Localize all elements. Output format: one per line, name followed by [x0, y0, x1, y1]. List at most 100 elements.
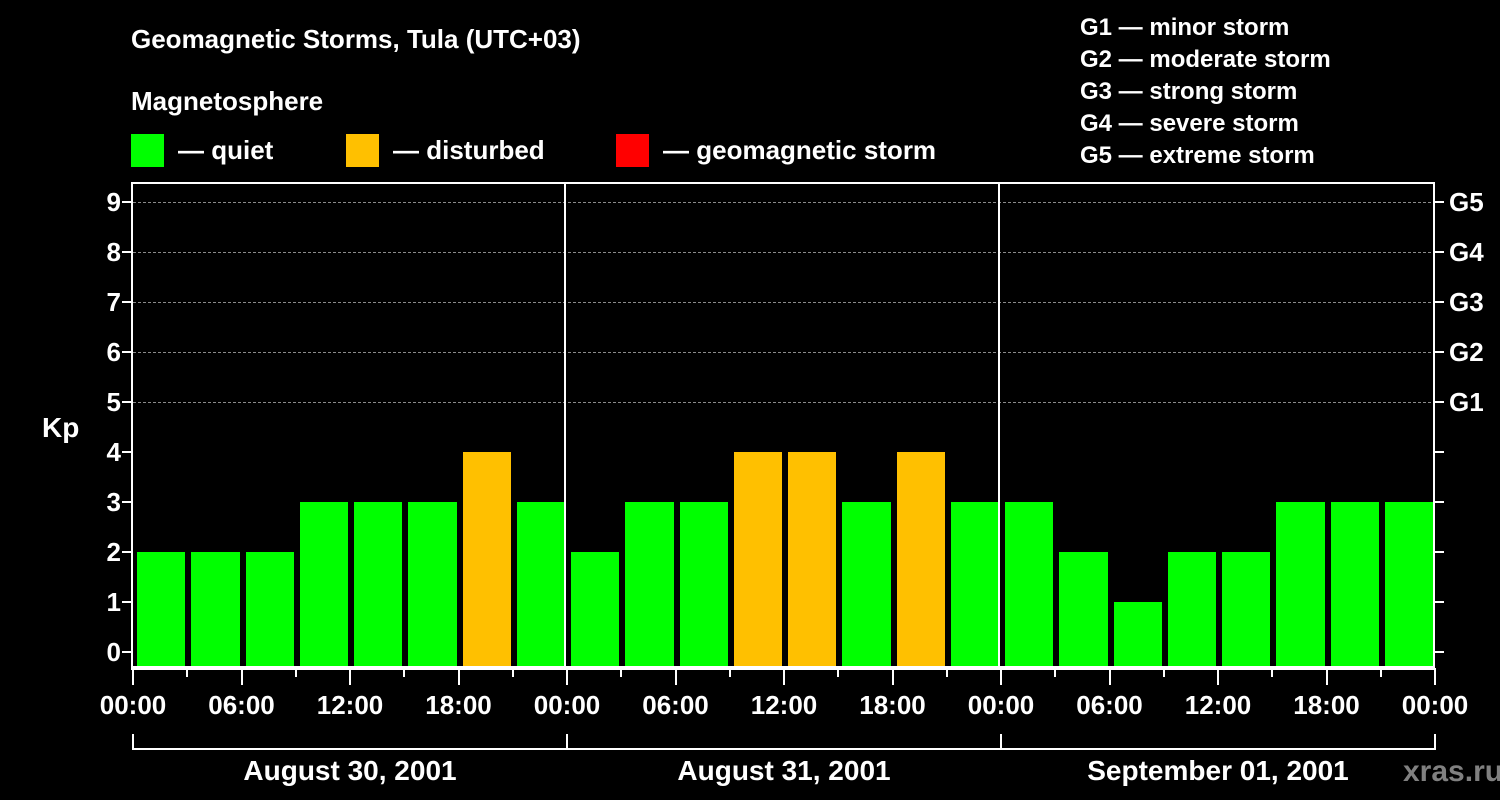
- x-tick-label: 18:00: [425, 690, 492, 720]
- watermark: xras.ru: [1403, 755, 1500, 788]
- y-tick-left: [122, 601, 131, 603]
- date-label: August 31, 2001: [677, 755, 891, 786]
- g-scale-label: G4: [1449, 237, 1484, 267]
- bar-quiet: [571, 552, 620, 668]
- x-tick-major: [1217, 668, 1219, 685]
- y-tick-label: 7: [106, 287, 121, 317]
- x-tick-label: 00:00: [533, 690, 601, 720]
- y-tick-right: [1435, 201, 1444, 203]
- y-tick-right: [1435, 251, 1444, 253]
- x-tick-label: 00:00: [99, 690, 167, 720]
- x-tick-minor: [1379, 668, 1382, 677]
- x-tick-major: [674, 668, 677, 685]
- gridline-8: [133, 252, 1431, 253]
- y-tick-right: [1435, 551, 1444, 553]
- date-bracket-tick: [1434, 734, 1436, 750]
- bar-quiet: [1222, 552, 1271, 668]
- y-tick-label: 5: [106, 387, 121, 417]
- x-tick-minor: [1162, 668, 1165, 677]
- bar-quiet: [1276, 502, 1325, 668]
- x-tick-major: [1000, 668, 1002, 685]
- bar-quiet: [191, 552, 240, 668]
- x-tick-minor: [511, 668, 514, 677]
- bar-quiet: [1330, 502, 1379, 668]
- legend-item-quiet: — quiet: [131, 134, 273, 167]
- x-tick-label: 00:00: [967, 690, 1035, 720]
- storm-scale-g3: G3 — strong storm: [1080, 78, 1298, 105]
- y-tick-label: 2: [106, 537, 121, 567]
- y-tick-label: 6: [106, 337, 121, 367]
- gridline-7: [133, 302, 1431, 303]
- x-tick-minor: [837, 668, 840, 677]
- bar-quiet: [679, 502, 728, 668]
- bar-quiet: [1113, 602, 1162, 668]
- bar-quiet: [950, 502, 999, 668]
- date-bracket-tick: [1000, 734, 1002, 750]
- x-tick-minor: [1054, 668, 1057, 677]
- x-tick-major: [1325, 668, 1328, 685]
- g-scale-label: G2: [1449, 337, 1484, 367]
- x-tick-major: [132, 668, 134, 685]
- day-divider: [998, 182, 1000, 668]
- y-tick-label: 3: [106, 487, 121, 517]
- y-tick-label: 8: [106, 237, 121, 267]
- y-tick-label: 0: [106, 637, 121, 667]
- y-tick-left: [122, 201, 131, 203]
- legend-swatch-storm: [616, 134, 649, 167]
- x-tick-major: [566, 668, 568, 685]
- y-axis-label: Kp: [42, 412, 80, 443]
- bar-quiet: [408, 502, 457, 668]
- x-tick-major: [1434, 668, 1436, 685]
- storm-scale-legend: G1 — minor storm G2 — moderate storm G3 …: [1080, 12, 1331, 172]
- bar-quiet: [516, 502, 565, 668]
- x-tick-major: [457, 668, 460, 685]
- bar-quiet: [1167, 552, 1216, 668]
- x-tick-minor: [403, 668, 406, 677]
- bar-quiet: [1059, 552, 1108, 668]
- y-tick-left: [122, 501, 131, 503]
- y-tick-right: [1435, 501, 1444, 503]
- x-tick-label: 06:00: [1076, 690, 1143, 720]
- y-tick-right: [1435, 301, 1444, 303]
- bar-quiet: [842, 502, 891, 668]
- date-bracket: [1001, 748, 1435, 750]
- chart-title: Geomagnetic Storms, Tula (UTC+03): [131, 24, 581, 54]
- x-tick-major: [349, 668, 351, 685]
- storm-scale-g4: G4 — severe storm: [1080, 110, 1299, 137]
- y-tick-right: [1435, 451, 1444, 453]
- date-bracket: [133, 748, 567, 750]
- storm-scale-g1: G1 — minor storm: [1080, 14, 1290, 41]
- bar-disturbed: [788, 452, 837, 668]
- storm-scale-g2: G2 — moderate storm: [1080, 46, 1331, 73]
- y-tick-left: [122, 451, 131, 453]
- legend-item-storm: — geomagnetic storm: [616, 134, 936, 167]
- x-tick-label: 18:00: [859, 690, 926, 720]
- x-tick-minor: [1271, 668, 1274, 677]
- x-axis-line: [131, 666, 1433, 668]
- x-tick-minor: [294, 668, 297, 677]
- date-bracket: [567, 748, 1001, 750]
- storm-scale-g5: G5 — extreme storm: [1080, 142, 1315, 169]
- y-tick-left: [122, 551, 131, 553]
- bar-quiet: [137, 552, 186, 668]
- bar-quiet: [245, 552, 294, 668]
- bar-quiet: [354, 502, 403, 668]
- date-label: August 30, 2001: [243, 755, 457, 786]
- bar-quiet: [299, 502, 348, 668]
- g-scale-label: G5: [1449, 187, 1484, 217]
- y-tick-left: [122, 651, 131, 653]
- x-tick-major: [783, 668, 785, 685]
- bar-quiet: [625, 502, 674, 668]
- legend-label-disturbed: — disturbed: [393, 135, 545, 165]
- x-tick-minor: [945, 668, 948, 677]
- legend-label-quiet: — quiet: [178, 135, 274, 165]
- x-tick-label: 06:00: [208, 690, 275, 720]
- date-bracket-tick: [132, 734, 134, 750]
- gridline-9: [133, 202, 1431, 203]
- x-tick-label: 18:00: [1293, 690, 1360, 720]
- g-scale-label: G3: [1449, 287, 1484, 317]
- x-tick-minor: [620, 668, 623, 677]
- date-label: September 01, 2001: [1087, 755, 1349, 786]
- y-tick-label: 4: [106, 437, 121, 467]
- y-tick-right: [1435, 351, 1444, 353]
